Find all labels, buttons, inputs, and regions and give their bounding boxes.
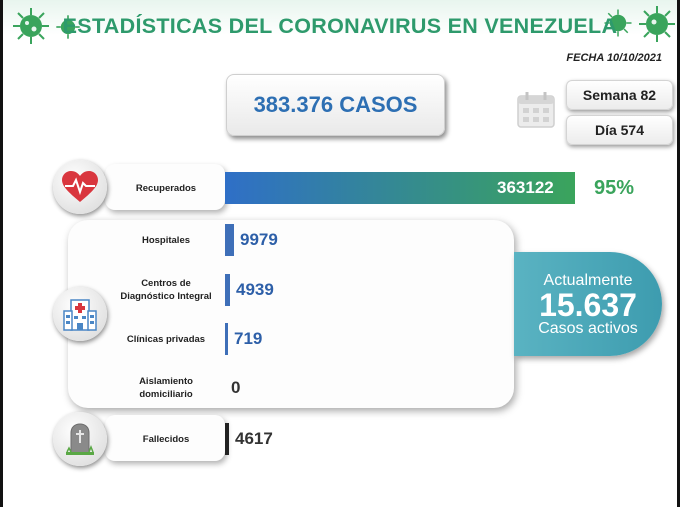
data-label: 363122 — [497, 178, 554, 197]
bar — [225, 274, 230, 306]
category-label: Hospitales — [106, 234, 226, 247]
category-label-line: domiciliario — [139, 389, 193, 400]
data-label: 9979 — [240, 230, 278, 249]
recovered-icon-circle — [53, 160, 107, 214]
active-cases-box: Actualmente 15.637 Casos activos — [514, 252, 662, 356]
data-label: 4939 — [236, 280, 274, 299]
active-label-top: Actualmente — [543, 272, 633, 289]
hospitalized-panel — [68, 220, 514, 408]
data-label: 4617 — [235, 429, 273, 448]
category-label-line: Diagnóstico Integral — [120, 291, 212, 302]
category-label: Clínicas privadas — [106, 333, 226, 346]
hospital-icon — [63, 299, 97, 331]
day-badge: Día 574 — [566, 115, 673, 145]
category-label: Recuperados — [106, 182, 226, 195]
category-label: Fallecidos — [106, 433, 226, 446]
category-label-line: Aislamiento — [139, 376, 193, 387]
recovered-label-panel — [105, 164, 225, 210]
category-label-line: Centros de — [141, 278, 191, 289]
virus-icon — [56, 15, 80, 39]
hospital-icon-circle — [53, 287, 107, 341]
week-label: Semana 82 — [582, 87, 657, 103]
bar — [225, 423, 229, 455]
day-label: Día 574 — [594, 122, 645, 138]
data-label: 0 — [231, 378, 241, 397]
category-label-line: Clínicas privadas — [126, 333, 206, 345]
category-label: Aislamiento domiciliario — [106, 375, 226, 401]
total-cases-value: 383.376 CASOS — [253, 92, 418, 117]
bar — [225, 224, 234, 256]
virus-icon — [604, 9, 632, 37]
bar — [225, 323, 228, 355]
virus-icon — [13, 8, 49, 44]
deaths-label-panel — [105, 415, 225, 461]
data-label: 719 — [234, 329, 263, 348]
total-cases-box: 383.376 CASOS — [226, 74, 445, 136]
deaths-icon-circle — [53, 412, 107, 466]
week-badge: Semana 82 — [566, 80, 673, 110]
bar — [225, 172, 575, 204]
active-cases-value: 15.637 — [539, 287, 637, 323]
category-label-line: Recuperados — [135, 182, 197, 194]
heart-pulse-icon — [62, 171, 98, 202]
calendar-icon — [517, 92, 555, 128]
category-label-line: Hospitales — [141, 234, 191, 246]
page-title: ESTADÍSTICAS DEL CORONAVIRUS EN VENEZUEL… — [62, 14, 618, 38]
category-label: Centros de Diagnóstico Integral — [106, 277, 226, 303]
header-banner: ESTADÍSTICAS DEL CORONAVIRUS EN VENEZUEL… — [3, 0, 677, 50]
recovered-percent: 95% — [594, 177, 635, 199]
virus-icon — [639, 6, 675, 42]
active-label-bottom: Casos activos — [538, 320, 638, 337]
tombstone-icon — [66, 423, 94, 455]
category-label-line: Fallecidos — [142, 433, 190, 445]
report-date: FECHA 10/10/2021 — [566, 52, 662, 64]
